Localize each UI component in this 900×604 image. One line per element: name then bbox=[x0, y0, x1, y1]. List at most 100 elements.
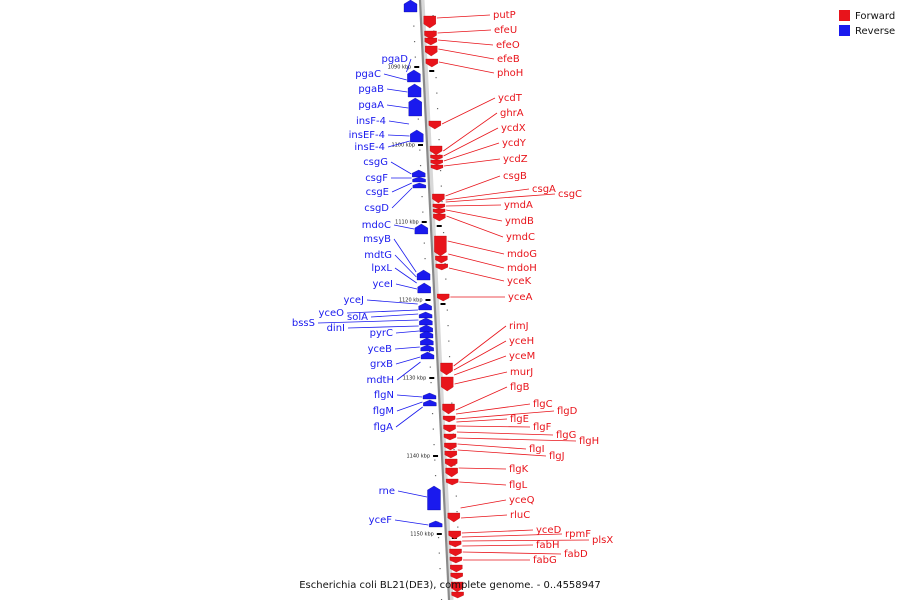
reverse-gene-arrow[interactable] bbox=[414, 223, 428, 235]
reverse-gene-arrow[interactable] bbox=[410, 129, 424, 143]
forward-gene-label[interactable]: mdoG bbox=[507, 249, 537, 260]
forward-gene-arrow[interactable] bbox=[434, 235, 447, 257]
forward-gene-label[interactable]: rluC bbox=[510, 510, 530, 521]
forward-gene-arrow[interactable] bbox=[450, 572, 463, 580]
forward-gene-label[interactable]: efeU bbox=[494, 25, 517, 36]
forward-gene-label[interactable]: rpmF bbox=[565, 529, 591, 540]
forward-gene-label[interactable]: fabG bbox=[533, 555, 557, 566]
forward-gene-arrow[interactable] bbox=[435, 263, 448, 271]
forward-gene-arrow[interactable] bbox=[425, 45, 438, 57]
reverse-gene-label[interactable]: flgA bbox=[374, 422, 394, 433]
forward-gene-arrow[interactable] bbox=[430, 154, 443, 161]
reverse-gene-label[interactable]: dinI bbox=[327, 323, 345, 334]
forward-gene-label[interactable]: flgG bbox=[556, 430, 576, 441]
forward-gene-label[interactable]: ycdX bbox=[501, 123, 526, 134]
forward-gene-arrow[interactable] bbox=[442, 415, 456, 423]
forward-gene-label[interactable]: phoH bbox=[497, 68, 523, 79]
reverse-gene-arrow[interactable] bbox=[417, 282, 431, 294]
reverse-gene-arrow[interactable] bbox=[407, 69, 421, 83]
forward-gene-label[interactable]: ycdY bbox=[502, 138, 527, 149]
forward-gene-label[interactable]: csgA bbox=[532, 184, 556, 195]
forward-gene-arrow[interactable] bbox=[430, 164, 444, 171]
forward-gene-arrow[interactable] bbox=[440, 362, 453, 376]
reverse-gene-label[interactable]: pgaD bbox=[381, 54, 408, 65]
reverse-gene-arrow[interactable] bbox=[429, 520, 443, 528]
forward-gene-arrow[interactable] bbox=[445, 467, 458, 478]
reverse-gene-label[interactable]: yceF bbox=[369, 515, 393, 526]
reverse-gene-arrow[interactable] bbox=[412, 169, 426, 178]
forward-gene-label[interactable]: yceM bbox=[509, 351, 535, 362]
forward-gene-arrow[interactable] bbox=[441, 376, 454, 392]
forward-gene-label[interactable]: efeB bbox=[497, 54, 520, 65]
forward-gene-label[interactable]: flgB bbox=[510, 382, 530, 393]
reverse-gene-label[interactable]: flgN bbox=[374, 390, 394, 401]
forward-gene-label[interactable]: flgK bbox=[509, 464, 529, 475]
forward-gene-label[interactable]: csgB bbox=[503, 171, 527, 182]
forward-gene-label[interactable]: mdoH bbox=[507, 263, 537, 274]
forward-gene-arrow[interactable] bbox=[423, 15, 436, 29]
forward-gene-label[interactable]: yceQ bbox=[509, 495, 535, 506]
forward-gene-arrow[interactable] bbox=[424, 30, 437, 40]
forward-gene-label[interactable]: ycdT bbox=[498, 93, 523, 104]
forward-gene-arrow[interactable] bbox=[444, 450, 457, 459]
reverse-gene-label[interactable]: pyrC bbox=[370, 328, 393, 339]
forward-gene-arrow[interactable] bbox=[442, 403, 455, 415]
reverse-gene-arrow[interactable] bbox=[422, 392, 437, 400]
reverse-gene-label[interactable]: msyB bbox=[363, 234, 391, 245]
forward-gene-label[interactable]: yceD bbox=[536, 525, 562, 536]
forward-gene-label[interactable]: flgJ bbox=[549, 451, 565, 462]
forward-gene-arrow[interactable] bbox=[450, 564, 463, 573]
forward-gene-label[interactable]: yceK bbox=[507, 276, 532, 287]
forward-gene-arrow[interactable] bbox=[432, 203, 446, 210]
reverse-gene-arrow[interactable] bbox=[418, 311, 433, 319]
reverse-gene-label[interactable]: csgF bbox=[365, 173, 388, 184]
forward-gene-label[interactable]: flgC bbox=[533, 399, 553, 410]
reverse-gene-label[interactable]: lpxL bbox=[371, 263, 392, 274]
forward-gene-arrow[interactable] bbox=[449, 548, 462, 557]
forward-gene-arrow[interactable] bbox=[428, 120, 441, 130]
forward-gene-arrow[interactable] bbox=[451, 591, 464, 599]
forward-gene-label[interactable]: ymdB bbox=[505, 216, 534, 227]
reverse-gene-label[interactable]: bssS bbox=[292, 318, 315, 329]
forward-gene-label[interactable]: ghrA bbox=[500, 108, 524, 119]
forward-gene-arrow[interactable] bbox=[424, 37, 437, 46]
forward-gene-label[interactable]: efeO bbox=[496, 40, 520, 51]
reverse-gene-label[interactable]: csgG bbox=[363, 157, 388, 168]
reverse-gene-arrow[interactable] bbox=[419, 317, 433, 326]
reverse-gene-arrow[interactable] bbox=[412, 182, 426, 189]
forward-gene-label[interactable]: fabD bbox=[564, 549, 588, 560]
reverse-gene-label[interactable]: yceO bbox=[319, 308, 345, 319]
reverse-gene-arrow[interactable] bbox=[420, 351, 435, 360]
forward-gene-label[interactable]: plsX bbox=[592, 535, 613, 546]
forward-gene-arrow[interactable] bbox=[448, 530, 461, 540]
forward-gene-arrow[interactable] bbox=[444, 442, 457, 451]
forward-gene-label[interactable]: flgE bbox=[510, 414, 529, 425]
reverse-gene-label[interactable]: insEF-4 bbox=[349, 130, 385, 141]
forward-gene-arrow[interactable] bbox=[449, 556, 463, 564]
reverse-gene-label[interactable]: rne bbox=[379, 486, 395, 497]
forward-gene-arrow[interactable] bbox=[430, 159, 443, 166]
forward-gene-label[interactable]: ymdC bbox=[506, 232, 535, 243]
forward-gene-label[interactable]: flgH bbox=[579, 436, 599, 447]
reverse-gene-label[interactable]: csgE bbox=[366, 187, 389, 198]
forward-gene-label[interactable]: putP bbox=[493, 10, 516, 21]
reverse-gene-label[interactable]: mdoC bbox=[362, 220, 391, 231]
reverse-gene-label[interactable]: yceB bbox=[368, 344, 393, 355]
reverse-gene-label[interactable]: solA bbox=[347, 312, 368, 323]
reverse-gene-label[interactable]: yceI bbox=[372, 279, 393, 290]
reverse-gene-arrow[interactable] bbox=[418, 302, 432, 311]
forward-gene-label[interactable]: ymdA bbox=[504, 200, 533, 211]
reverse-gene-label[interactable]: pgaB bbox=[358, 84, 384, 95]
reverse-gene-arrow[interactable] bbox=[420, 344, 434, 352]
reverse-gene-arrow[interactable] bbox=[423, 399, 437, 407]
reverse-gene-arrow[interactable] bbox=[408, 97, 422, 117]
forward-gene-label[interactable]: yceH bbox=[509, 336, 534, 347]
reverse-gene-label[interactable]: mdtH bbox=[366, 375, 394, 386]
reverse-gene-arrow[interactable] bbox=[420, 337, 434, 346]
reverse-gene-label[interactable]: grxB bbox=[370, 359, 393, 370]
forward-gene-label[interactable]: flgF bbox=[533, 422, 552, 433]
reverse-gene-label[interactable]: mdtG bbox=[364, 250, 392, 261]
forward-gene-arrow[interactable] bbox=[437, 293, 450, 302]
reverse-gene-label[interactable]: yceJ bbox=[343, 295, 364, 306]
reverse-gene-arrow[interactable] bbox=[403, 0, 418, 13]
